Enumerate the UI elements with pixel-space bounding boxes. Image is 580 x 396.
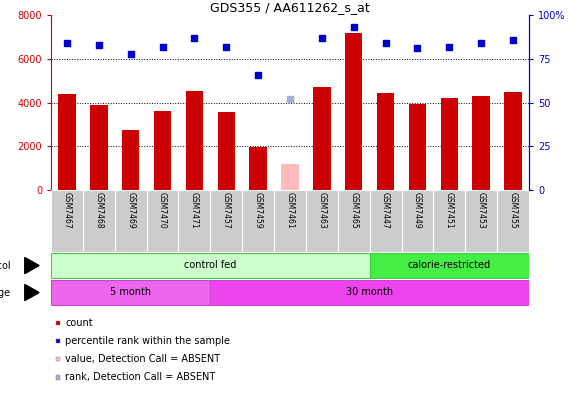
Point: [317, 34, 327, 41]
Text: GSM7449: GSM7449: [413, 192, 422, 228]
Bar: [409, 104, 426, 190]
Text: GSM7470: GSM7470: [158, 192, 167, 228]
Bar: [338, 190, 369, 252]
Text: protocol: protocol: [0, 261, 10, 270]
Point: [381, 40, 390, 46]
Point: [190, 34, 199, 41]
Text: GSM7447: GSM7447: [381, 192, 390, 228]
Text: value, Detection Call = ABSENT: value, Detection Call = ABSENT: [65, 354, 220, 364]
Point: [445, 44, 454, 50]
Bar: [56, 357, 60, 362]
Bar: [51, 253, 369, 278]
Title: GDS355 / AA611262_s_at: GDS355 / AA611262_s_at: [210, 1, 370, 14]
Polygon shape: [25, 257, 39, 274]
Bar: [497, 190, 529, 252]
Text: 30 month: 30 month: [346, 287, 393, 297]
Point: [477, 40, 486, 46]
Bar: [274, 190, 306, 252]
Bar: [401, 190, 433, 252]
Bar: [242, 190, 274, 252]
Bar: [115, 190, 147, 252]
Bar: [218, 112, 235, 190]
Text: GSM7461: GSM7461: [285, 192, 295, 228]
Point: [349, 24, 358, 30]
Text: GSM7451: GSM7451: [445, 192, 454, 228]
Bar: [504, 91, 522, 190]
Bar: [51, 280, 211, 305]
Bar: [56, 320, 60, 325]
Bar: [211, 280, 529, 305]
Text: control fed: control fed: [184, 260, 237, 270]
Text: GSM7459: GSM7459: [253, 192, 263, 228]
Text: GSM7455: GSM7455: [509, 192, 517, 228]
Point: [94, 42, 103, 48]
Text: GSM7457: GSM7457: [222, 192, 231, 228]
Text: age: age: [0, 287, 10, 297]
Bar: [281, 164, 299, 190]
Point: [509, 36, 518, 43]
Point: [253, 71, 263, 78]
Bar: [211, 190, 242, 252]
Bar: [465, 190, 497, 252]
Text: GSM7469: GSM7469: [126, 192, 135, 228]
Bar: [345, 32, 362, 190]
Bar: [369, 253, 529, 278]
Bar: [369, 190, 401, 252]
Bar: [90, 105, 108, 190]
Point: [222, 44, 231, 50]
Point: [285, 96, 295, 102]
Point: [62, 40, 71, 46]
Bar: [83, 190, 115, 252]
Bar: [58, 94, 76, 190]
Bar: [306, 190, 338, 252]
Bar: [472, 96, 490, 190]
Text: GSM7465: GSM7465: [349, 192, 358, 228]
Bar: [179, 190, 211, 252]
Text: GSM7463: GSM7463: [317, 192, 327, 228]
Bar: [51, 190, 83, 252]
Text: GSM7467: GSM7467: [63, 192, 71, 228]
Text: percentile rank within the sample: percentile rank within the sample: [65, 336, 230, 346]
Text: GSM7453: GSM7453: [477, 192, 485, 228]
Text: count: count: [65, 318, 93, 328]
Text: calorie-restricted: calorie-restricted: [408, 260, 491, 270]
Bar: [313, 87, 331, 190]
Text: GSM7471: GSM7471: [190, 192, 199, 228]
Bar: [56, 375, 60, 380]
Bar: [122, 130, 139, 190]
Bar: [249, 147, 267, 190]
Point: [413, 45, 422, 51]
Polygon shape: [25, 284, 39, 301]
Text: 5 month: 5 month: [110, 287, 151, 297]
Text: GSM7468: GSM7468: [95, 192, 103, 228]
Bar: [154, 111, 171, 190]
Bar: [147, 190, 179, 252]
Bar: [56, 339, 60, 343]
Bar: [377, 93, 394, 190]
Bar: [441, 98, 458, 190]
Point: [126, 50, 135, 57]
Bar: [186, 91, 203, 190]
Point: [158, 44, 167, 50]
Bar: [433, 190, 465, 252]
Text: rank, Detection Call = ABSENT: rank, Detection Call = ABSENT: [65, 373, 215, 383]
